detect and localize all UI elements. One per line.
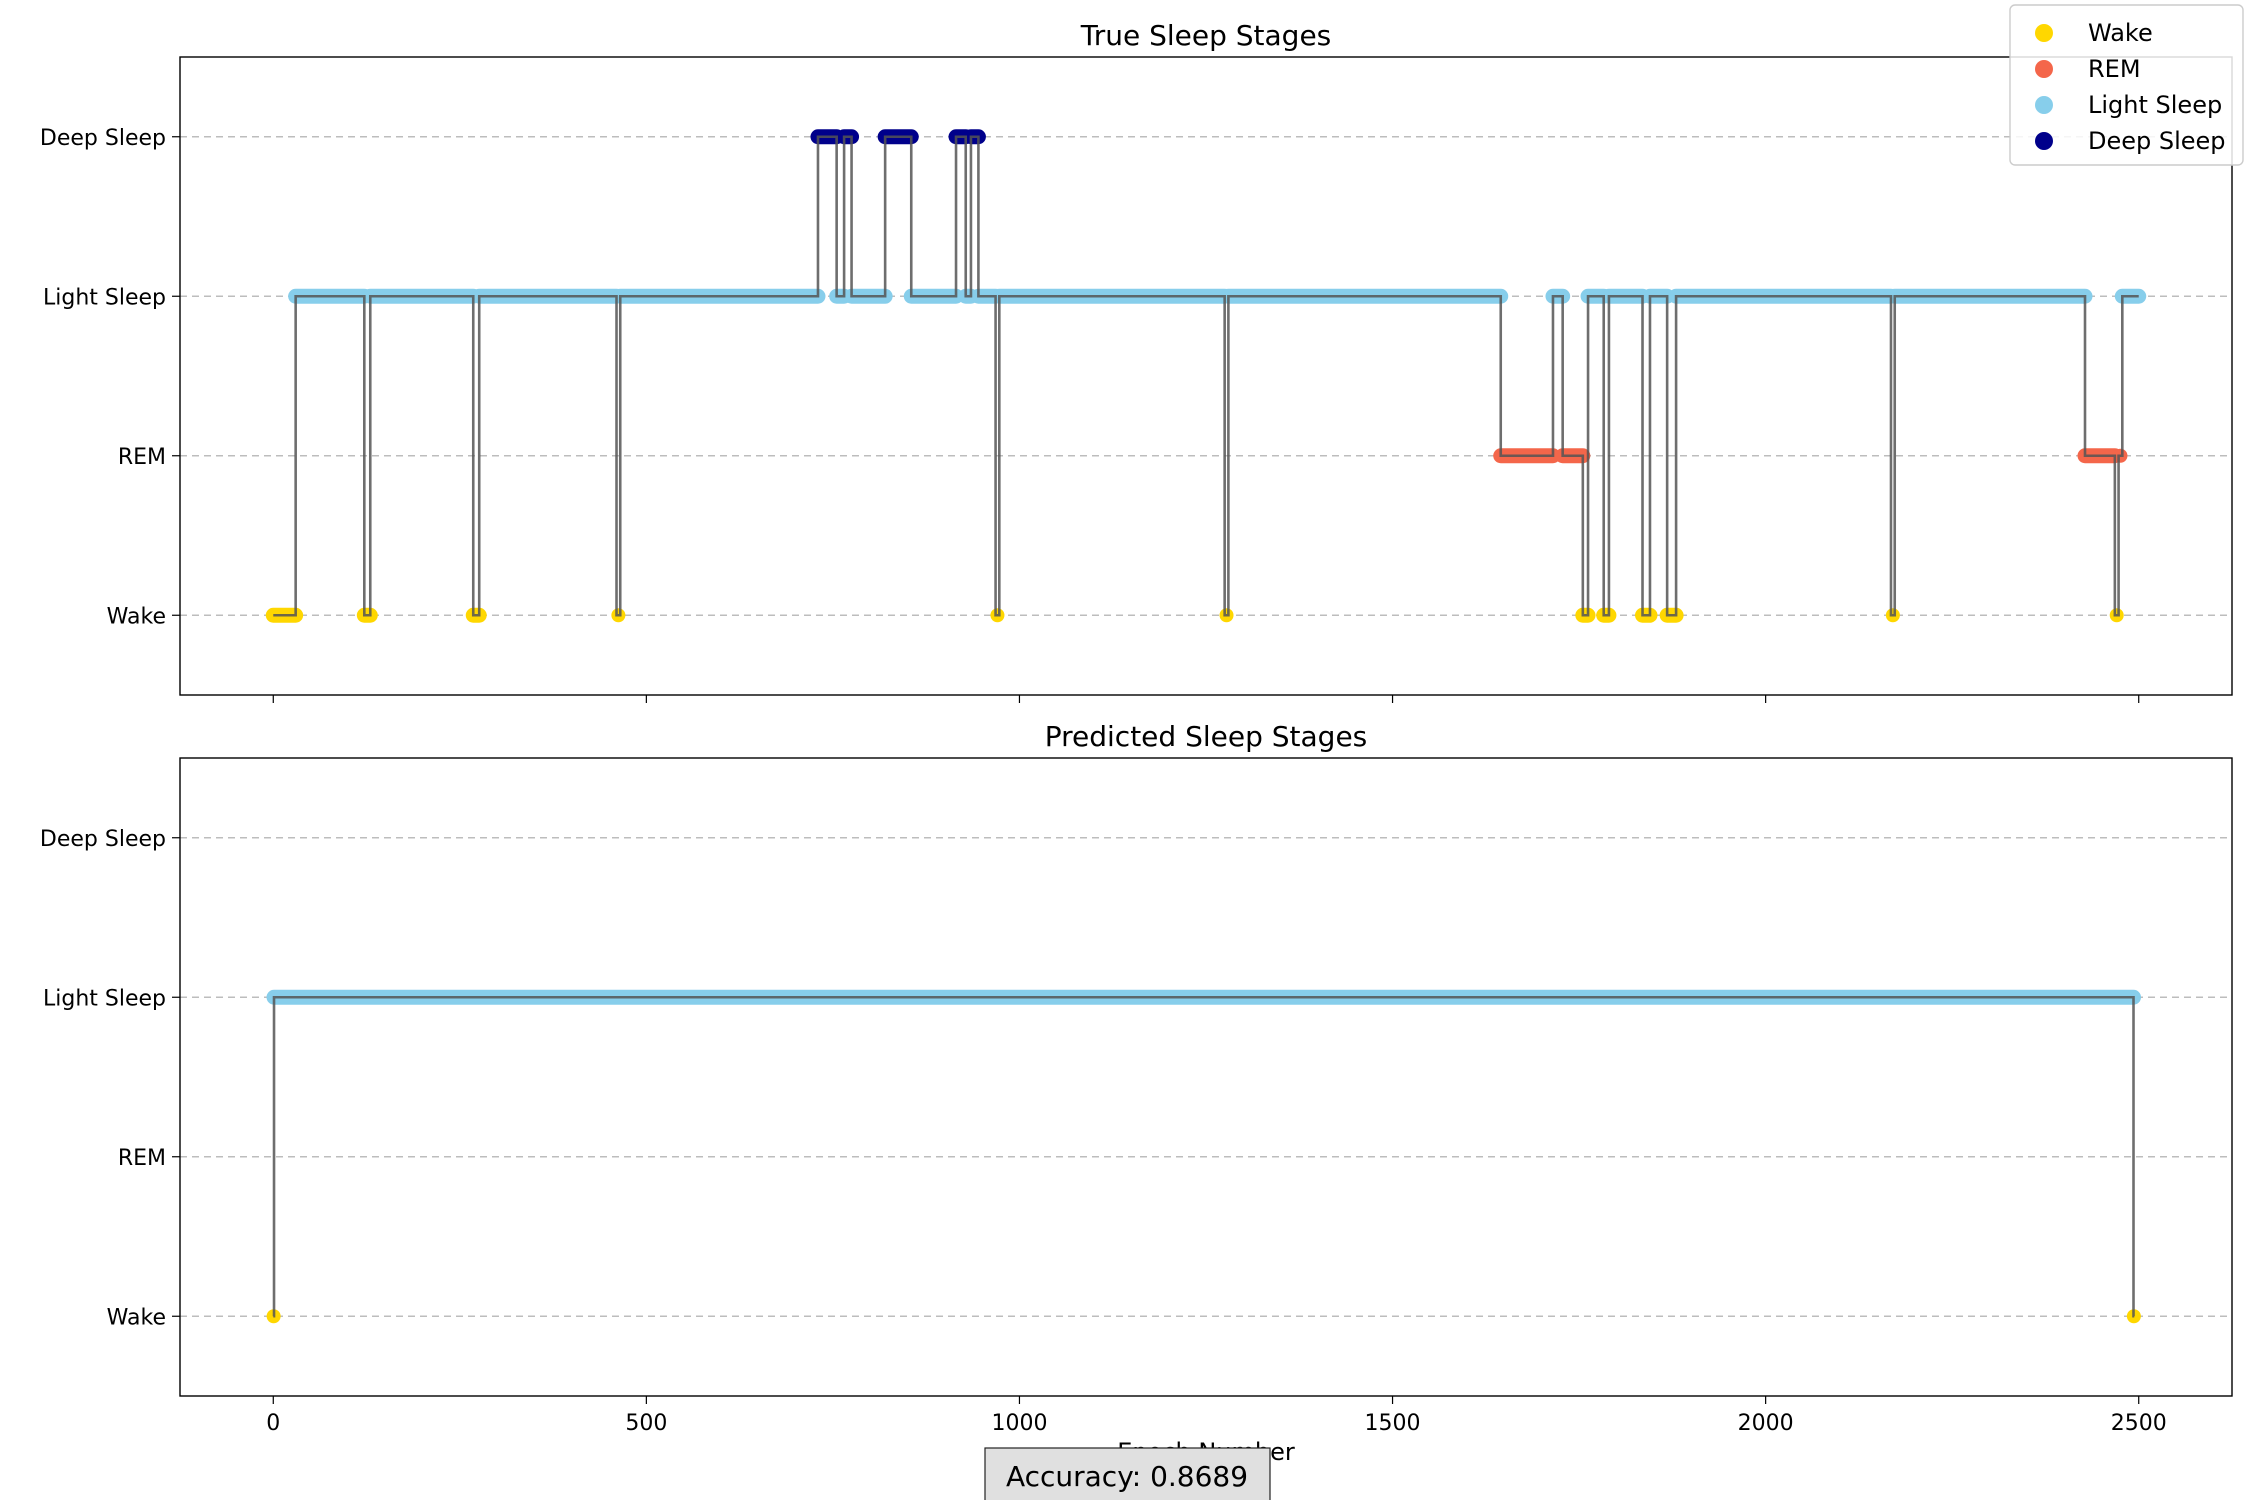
y-tick-label: Deep Sleep xyxy=(40,126,166,151)
legend-entry: Wake xyxy=(2088,19,2153,47)
x-tick-label: 1000 xyxy=(991,1411,1047,1436)
predicted-stages-panel: Wake REM Light Sleep Deep Sleep 0 500 1000 1500… xyxy=(40,720,2233,1436)
stage-step-line xyxy=(272,995,2135,1318)
true-stages-panel: Wake REM Light Sleep Deep Sleep True Sleep S… xyxy=(40,19,2233,703)
y-tick-label: REM xyxy=(118,445,166,470)
legend-frame xyxy=(2009,4,2244,166)
axes-frame xyxy=(179,757,2233,1397)
stage-step-line xyxy=(273,135,2139,617)
legend: Wake REM Light Sleep Deep Sleep xyxy=(2009,4,2244,166)
axes-frame xyxy=(179,56,2233,696)
legend-marker xyxy=(2035,132,2053,150)
y-tick-label: Deep Sleep xyxy=(40,827,166,852)
x-tick-label: 500 xyxy=(625,1411,667,1436)
x-tick-label: 0 xyxy=(266,1411,280,1436)
x-tick-label: 2500 xyxy=(2111,1411,2167,1436)
legend-entry: Deep Sleep xyxy=(2088,127,2226,155)
x-tick-label: 1500 xyxy=(1365,1411,1421,1436)
legend-entry: Light Sleep xyxy=(2088,91,2222,119)
y-tick-label: Light Sleep xyxy=(43,986,166,1011)
y-tick-label: Wake xyxy=(107,1305,166,1330)
legend-marker xyxy=(2035,24,2053,42)
y-tick-label: REM xyxy=(118,1146,166,1171)
y-tick-label: Wake xyxy=(107,604,166,629)
legend-marker xyxy=(2035,96,2053,114)
accuracy-box: Accuracy: 0.8689 xyxy=(984,1447,1271,1500)
y-tick-label: Light Sleep xyxy=(43,285,166,310)
legend-marker xyxy=(2035,60,2053,78)
chart-title: Predicted Sleep Stages xyxy=(1045,720,1368,753)
accuracy-text: Accuracy: 0.8689 xyxy=(1006,1460,1248,1493)
x-tick-label: 2000 xyxy=(1738,1411,1794,1436)
chart-title: True Sleep Stages xyxy=(1080,19,1332,52)
legend-entry: REM xyxy=(2088,55,2141,83)
